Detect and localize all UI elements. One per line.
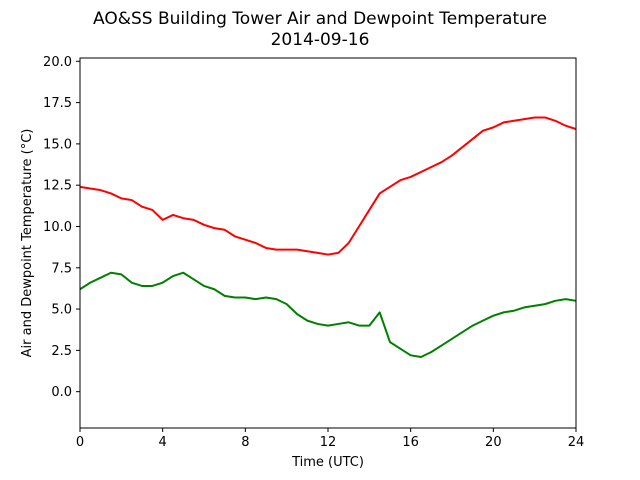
plot-frame bbox=[79, 57, 577, 429]
y-tick-label: 2.5 bbox=[51, 344, 72, 359]
series-line-1 bbox=[79, 116, 577, 256]
series-line-2 bbox=[79, 271, 577, 358]
x-tick-label: 4 bbox=[159, 435, 167, 450]
y-tick-label: 7.5 bbox=[51, 261, 72, 276]
y-axis-label: Air and Dewpoint Temperature (°C) bbox=[20, 129, 35, 358]
x-tick-label: 0 bbox=[76, 435, 84, 450]
y-axis: 0.0 2.5 5.0 7.5 10.0 12.5 15.0 17.5 20.0 bbox=[43, 55, 80, 400]
x-tick-label: 20 bbox=[485, 435, 502, 450]
y-tick-label: 5.0 bbox=[51, 303, 72, 318]
chart-title: AO&SS Building Tower Air and Dewpoint Te… bbox=[93, 9, 547, 29]
y-tick-label: 15.0 bbox=[43, 137, 72, 152]
x-axis: 0 4 8 12 16 20 24 bbox=[76, 428, 584, 450]
x-tick-label: 12 bbox=[320, 435, 337, 450]
y-tick-label: 12.5 bbox=[43, 179, 72, 194]
y-tick-label: 17.5 bbox=[43, 96, 72, 111]
x-tick-label: 24 bbox=[568, 435, 585, 450]
chart-subtitle: 2014-09-16 bbox=[271, 30, 370, 50]
y-tick-label: 0.0 bbox=[51, 385, 72, 400]
y-tick-label: 20.0 bbox=[43, 55, 72, 70]
y-tick-label: 10.0 bbox=[43, 220, 72, 235]
x-tick-label: 16 bbox=[402, 435, 419, 450]
x-axis-label: Time (UTC) bbox=[291, 455, 364, 470]
series-layer bbox=[79, 116, 577, 358]
x-tick-label: 8 bbox=[241, 435, 249, 450]
